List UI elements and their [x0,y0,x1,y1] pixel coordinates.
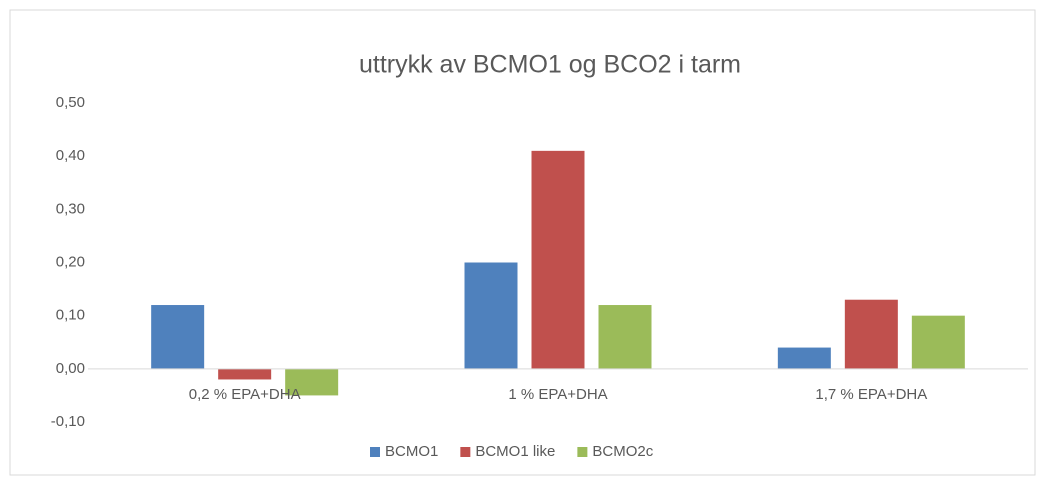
bar [777,347,831,369]
x-tick-label: 0,2 % EPA+DHA [189,386,301,403]
legend-swatch [460,447,471,457]
x-tick-label: 1 % EPA+DHA [508,386,607,403]
x-tick-label: 1,7 % EPA+DHA [815,386,927,403]
legend-label: BCMO1 like [475,443,555,460]
bar [151,305,205,369]
chart-frame [9,9,1036,476]
bar [598,305,652,369]
chart-title: uttrykk av BCMO1 og BCO2 i tarm [359,51,741,79]
y-tick-label: -0,10 [51,413,85,430]
legend-swatch [370,447,380,457]
y-tick-label: 0,40 [56,147,85,164]
legend-label: BCMO2c [592,443,653,460]
legend-label: BCMO1 [385,443,438,460]
bar [218,368,272,380]
bar [911,315,965,369]
y-tick-label: 0,30 [56,200,85,217]
bar [285,368,339,396]
y-tick-label: 0,10 [56,307,85,324]
bar [844,299,898,369]
y-tick-label: 0,00 [56,360,85,377]
bar [464,262,518,369]
y-tick-label: 0,50 [56,94,85,111]
bar [531,150,585,369]
legend-swatch [577,447,588,457]
y-tick-label: 0,20 [56,253,85,270]
